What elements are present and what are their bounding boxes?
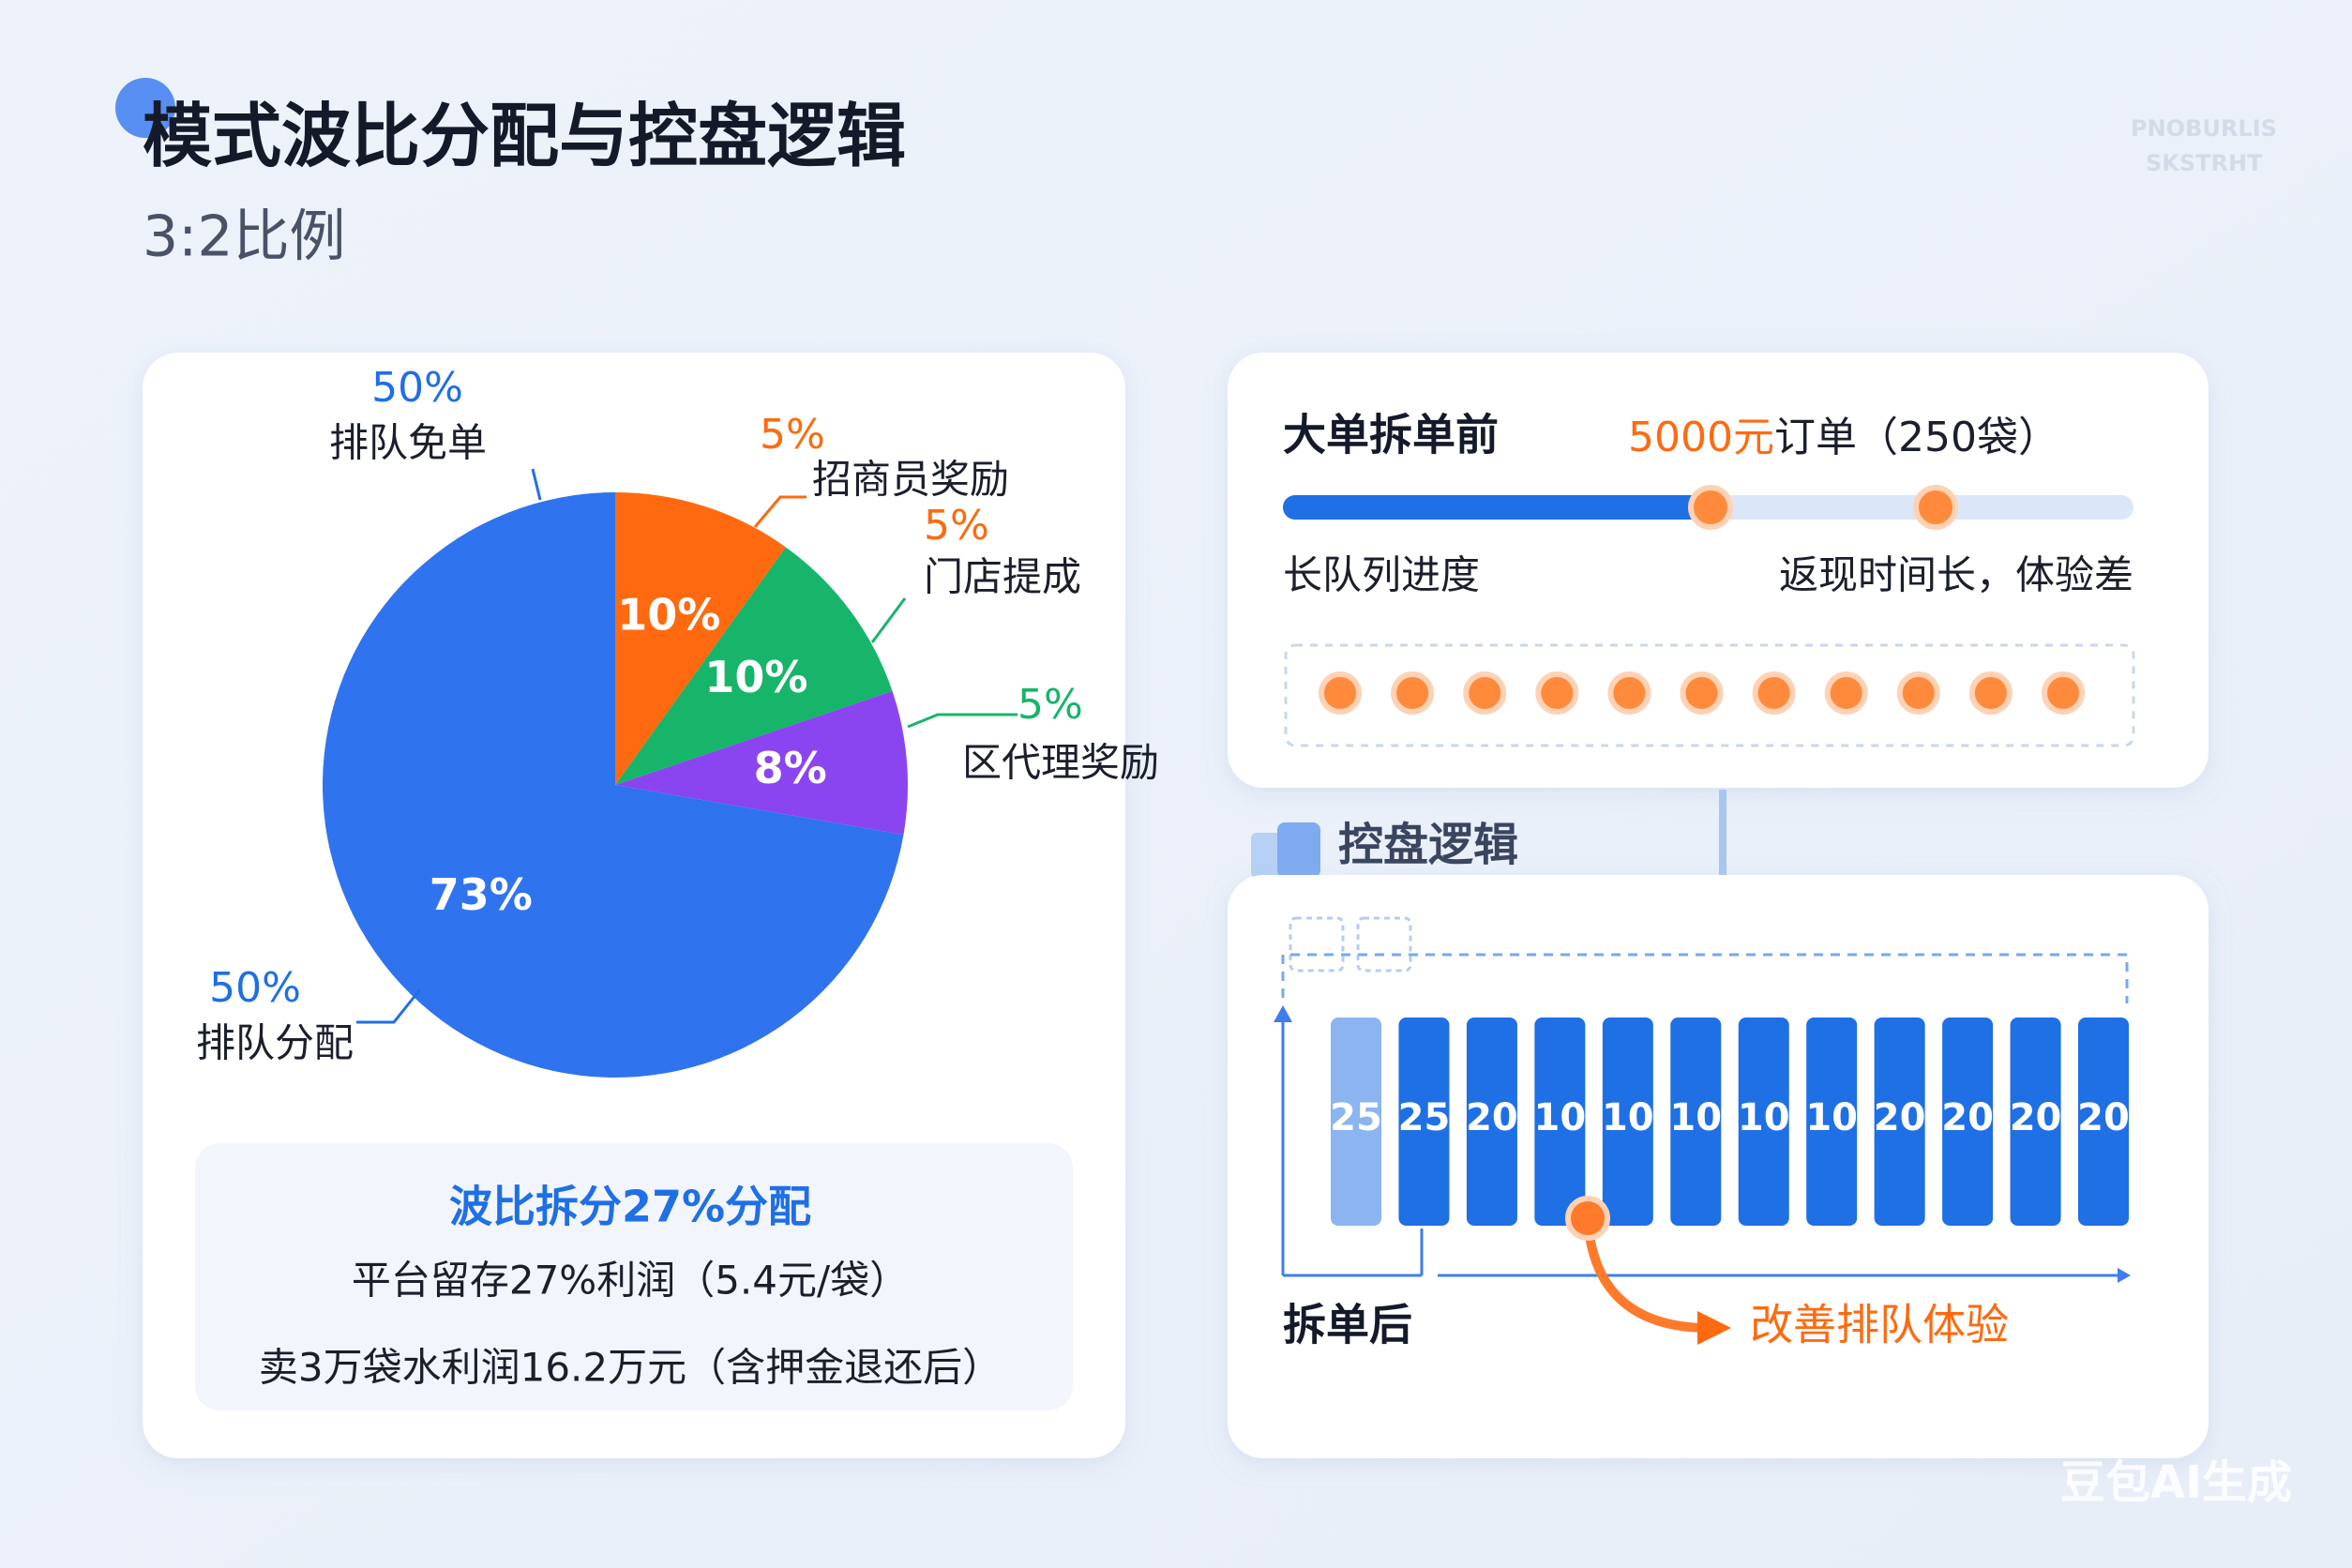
- after-label: 拆单后: [1283, 1300, 1412, 1350]
- subtitle: 3:2比例: [143, 204, 346, 270]
- segment-label: 20: [2077, 1096, 2130, 1139]
- summary-line: 平台留存27%利润（5.4元/袋）: [352, 1258, 909, 1304]
- summary-box: [195, 1143, 1073, 1410]
- order-amount: 5000元: [1628, 414, 1774, 461]
- bracket-arrow: [2118, 1268, 2131, 1283]
- improvement: 改善排队体验: [1750, 1300, 2009, 1350]
- leader-line: [531, 468, 542, 501]
- watermark: SKSTRHT: [2146, 150, 2263, 176]
- segment-bar: [2010, 1018, 2061, 1226]
- slice-label: 10%: [617, 589, 720, 640]
- leader-line: [907, 713, 1018, 729]
- slice-label: 73%: [430, 869, 533, 920]
- left-arrow-head: [1274, 1005, 1292, 1022]
- leader-line: [753, 495, 807, 528]
- callout-text: 排队分配: [196, 1020, 354, 1066]
- segment-label: 10: [1669, 1096, 1722, 1139]
- queue-dot: [1968, 671, 2013, 715]
- queue-dot: [1824, 671, 1868, 715]
- queue-dot: [1752, 671, 1796, 715]
- segment-label: 10: [1805, 1096, 1858, 1139]
- callout-text: 门店提成: [924, 554, 1081, 600]
- leader-line: [356, 988, 422, 1024]
- progress-fill: [1283, 495, 1711, 520]
- callout-text: 招商员奖励: [812, 457, 1009, 503]
- queue-dot: [1391, 671, 1435, 715]
- segment-bar: [1942, 1018, 1994, 1226]
- queue-dot: [1319, 671, 1362, 715]
- queue-dot: [1896, 671, 1940, 715]
- segment-label: 20: [2010, 1096, 2062, 1139]
- queue-dots: [1319, 671, 2085, 715]
- segment-bar: [1534, 1018, 1586, 1226]
- pie-slice: [615, 492, 786, 785]
- segment-bar: [1874, 1018, 1925, 1226]
- segment-label: 20: [1941, 1096, 1994, 1139]
- pie-slice: [323, 492, 904, 1078]
- progress-knob: [1913, 485, 1958, 530]
- pie: 10% 10% 8% 73%: [323, 492, 908, 1078]
- icon-frame: [1289, 916, 1345, 972]
- segment-label: 25: [1398, 1096, 1451, 1139]
- segment-bar: [2078, 1018, 2129, 1226]
- improve-arrow-head: [1697, 1311, 1731, 1345]
- left-note: 长队列进度: [1283, 552, 1480, 598]
- before-title: 大单拆单前: [1283, 410, 1499, 460]
- title: 模式波比分配与控盘逻辑: [143, 97, 906, 177]
- control-title: 控盘逻辑: [1338, 819, 1518, 871]
- queue-dot: [1680, 671, 1724, 715]
- segment-label: 25: [1330, 1096, 1382, 1139]
- right-note: 返现时间长，体验差: [1779, 552, 2133, 598]
- queue-dot: [2042, 671, 2085, 715]
- pie-slice: [615, 690, 908, 836]
- improve-arrow: [1583, 1217, 1703, 1333]
- pie-slice: [615, 547, 893, 785]
- queue-box: [1284, 643, 2135, 747]
- segment-label: 10: [1534, 1096, 1587, 1139]
- queue-dot: [1607, 671, 1651, 715]
- watermark: PNOBURLIS: [2131, 115, 2277, 142]
- segment-bar: [1466, 1018, 1517, 1226]
- order-label: 5000元订单（250袋）: [1628, 414, 2059, 461]
- summary-line: 卖3万袋水利润16.2万元（含押金退还后）: [259, 1345, 1002, 1391]
- segment-label: 10: [1602, 1096, 1654, 1139]
- segment-bar: [1738, 1018, 1789, 1226]
- callout-percent: 50%: [209, 964, 301, 1012]
- segment-bar: [1806, 1018, 1858, 1226]
- callout-text: 区代理奖励: [962, 740, 1159, 786]
- callout-percent: 50%: [371, 364, 463, 412]
- footer-mark: 豆包AI生成: [2060, 1456, 2292, 1509]
- segment-bar: [1670, 1018, 1722, 1226]
- segment-bar: [1602, 1018, 1653, 1226]
- segment-label: 20: [1874, 1096, 1926, 1139]
- segment-label: 20: [1466, 1096, 1518, 1139]
- segment-bar: [1398, 1018, 1450, 1226]
- segments: 25 25 20 10 10 10 10 10 20 20 20 20: [1330, 1018, 2130, 1226]
- callout-text: 排队免单: [329, 420, 487, 466]
- segment-label: 10: [1738, 1096, 1790, 1139]
- segment-bar: [1331, 1018, 1381, 1226]
- leader-line: [870, 597, 907, 643]
- queue-dot: [1463, 671, 1507, 715]
- progress-knob: [1688, 485, 1733, 530]
- callout-percent: 5%: [1018, 681, 1083, 729]
- improve-knob: [1565, 1196, 1610, 1241]
- callout-percent: 5%: [760, 411, 825, 459]
- slice-label: 10%: [704, 652, 807, 702]
- order-detail: 订单（250袋）: [1774, 414, 2059, 461]
- summary-title: 波比拆分27%分配: [449, 1182, 811, 1232]
- slice-label: 8%: [754, 743, 827, 793]
- icon-frame: [1356, 916, 1412, 972]
- queue-dot: [1535, 671, 1579, 715]
- callout-percent: 5%: [924, 502, 989, 550]
- section-icon: [1277, 822, 1320, 878]
- dashed-frame: [1281, 953, 2129, 1003]
- title-dot: [115, 78, 175, 138]
